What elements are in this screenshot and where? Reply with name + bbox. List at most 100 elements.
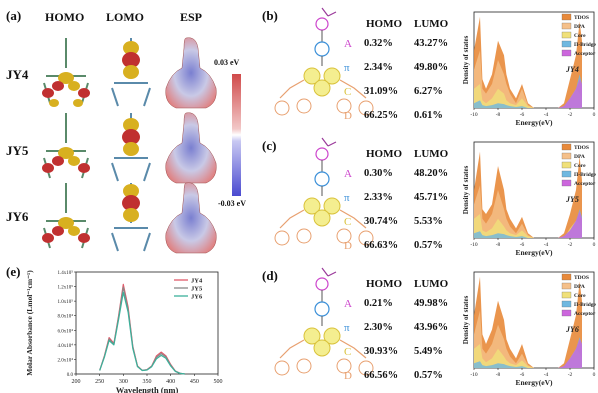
fragment-lumo-pct: 6.27% bbox=[414, 86, 443, 97]
legend-label: Π-Bridge bbox=[574, 172, 597, 178]
abs-x-label: Wavelength (nm) bbox=[116, 385, 179, 393]
legend-swatch bbox=[561, 13, 572, 21]
legend-label: DPA bbox=[574, 154, 585, 160]
fragment-letter: C bbox=[344, 216, 352, 228]
fragment-homo-pct: 66.25% bbox=[364, 110, 399, 121]
abs-y-label: Molar Absorbance (Lmol⁻¹cm⁻¹) bbox=[25, 270, 34, 376]
fragment-letter: π bbox=[344, 62, 350, 74]
legend-swatch bbox=[561, 22, 572, 30]
abs-series-jy4 bbox=[99, 283, 185, 375]
abs-x-tick-label: 200 bbox=[72, 379, 81, 385]
legend-label: DPA bbox=[574, 24, 585, 30]
fragment-letter: C bbox=[344, 346, 352, 358]
molecule-structure bbox=[274, 7, 374, 116]
abs-y-tick-label: 2.0x10⁴ bbox=[58, 357, 74, 363]
fragment-lumo-pct: 0.57% bbox=[414, 240, 443, 251]
legend-label: Core bbox=[574, 33, 586, 39]
legend-label: TDOS bbox=[574, 275, 589, 281]
colorbar-max-label: 0.03 eV bbox=[214, 58, 240, 67]
abs-y-tick-label: 4.0x10⁴ bbox=[58, 343, 74, 349]
fragment-lumo-pct: 43.96% bbox=[414, 322, 449, 333]
table-head-homo: HOMO bbox=[366, 18, 403, 30]
fragment-homo-pct: 30.74% bbox=[364, 216, 399, 227]
fragment-homo-pct: 66.63% bbox=[364, 240, 399, 251]
homo-molecule-jy6 bbox=[42, 183, 90, 249]
table-head-homo: HOMO bbox=[366, 148, 403, 160]
dos-x-tick-label: -2 bbox=[568, 112, 573, 118]
fragment-lumo-pct: 0.57% bbox=[414, 370, 443, 381]
fragment-letter: π bbox=[344, 192, 350, 204]
legend-swatch bbox=[561, 40, 572, 48]
dos-x-tick-label: -10 bbox=[470, 112, 478, 118]
esp-map-jy5 bbox=[165, 112, 217, 184]
abs-series-jy6 bbox=[99, 291, 185, 375]
col-head-homo: HOMO bbox=[45, 10, 85, 24]
dos-x-tick-label: 0 bbox=[593, 112, 596, 118]
fragment-homo-pct: 2.34% bbox=[364, 62, 393, 73]
abs-y-tick-label: 0.0 bbox=[67, 373, 74, 378]
row-label-jy4: JY4 bbox=[6, 67, 29, 82]
dos-x-tick-label: -8 bbox=[496, 242, 501, 248]
fragment-lumo-pct: 5.49% bbox=[414, 346, 443, 357]
dos-y-label: Density of states bbox=[462, 35, 470, 84]
dos-series-acceptor bbox=[474, 339, 582, 368]
dos-x-tick-label: -6 bbox=[520, 372, 525, 378]
fragment-homo-pct: 66.56% bbox=[364, 370, 399, 381]
fragment-lumo-pct: 5.53% bbox=[414, 216, 443, 227]
dos-x-tick-label: -8 bbox=[496, 372, 501, 378]
abs-x-tick-label: 250 bbox=[95, 379, 104, 385]
dos-panel-label: (d) bbox=[262, 268, 278, 283]
abs-y-tick-label: 6.0x10⁴ bbox=[58, 328, 74, 334]
table-head-lumo: LUMO bbox=[414, 278, 449, 290]
fragment-lumo-pct: 45.71% bbox=[414, 192, 449, 203]
abs-legend-label: JY5 bbox=[191, 286, 203, 293]
legend-label: Acceptor bbox=[574, 311, 596, 317]
dos-panel-0: (b) HOMO LUMO A 0.32% 43.27% π 2.34% 49.80% C 31.… bbox=[262, 2, 598, 130]
legend-label: Core bbox=[574, 163, 586, 169]
dos-y-label: Density of states bbox=[462, 165, 470, 214]
legend-label: DPA bbox=[574, 284, 585, 290]
homo-molecule-jy4 bbox=[42, 38, 90, 107]
dos-x-tick-label: 0 bbox=[593, 242, 596, 248]
fragment-letter: D bbox=[344, 110, 352, 122]
legend-swatch bbox=[561, 143, 572, 151]
legend-swatch bbox=[561, 170, 572, 178]
dos-series-core bbox=[474, 84, 582, 108]
legend-swatch bbox=[561, 300, 572, 308]
legend-swatch bbox=[561, 152, 572, 160]
abs-y-tick-label: 8.0x10⁴ bbox=[58, 314, 74, 320]
dos-panel-2: (d) HOMO LUMO A 0.21% 49.98% π 2.30% 43.96% C 30.… bbox=[262, 262, 598, 390]
fragment-letter: C bbox=[344, 86, 352, 98]
table-head-homo: HOMO bbox=[366, 278, 403, 290]
fragment-homo-pct: 0.32% bbox=[364, 38, 393, 49]
esp-map-jy6 bbox=[165, 182, 217, 254]
orbital-row-jy6 bbox=[42, 182, 217, 254]
dos-series-acceptor bbox=[474, 79, 582, 108]
dos-x-tick-label: -10 bbox=[470, 242, 478, 248]
dos-x-tick-label: -2 bbox=[568, 242, 573, 248]
lomo-molecule-jy6 bbox=[111, 183, 151, 252]
dos-series-core bbox=[474, 344, 582, 368]
fragment-homo-pct: 2.30% bbox=[364, 322, 393, 333]
dos-x-tick-label: -6 bbox=[520, 112, 525, 118]
legend-label: TDOS bbox=[574, 15, 589, 21]
dos-panel-label: (b) bbox=[262, 8, 278, 23]
legend-swatch bbox=[561, 273, 572, 281]
abs-series-jy5 bbox=[99, 286, 185, 375]
dos-x-tick-label: -10 bbox=[470, 372, 478, 378]
abs-x-tick-label: 450 bbox=[190, 379, 199, 385]
fragment-lumo-pct: 49.80% bbox=[414, 62, 449, 73]
legend-label: TDOS bbox=[574, 145, 589, 151]
absorbance-chart: 200 250 300 350 400 450 500 0.0 2.0x10⁴ 4.0x10⁴ 6.… bbox=[25, 270, 223, 393]
fragment-letter: π bbox=[344, 322, 350, 334]
dos-y-label: Density of states bbox=[462, 295, 470, 344]
fragment-homo-pct: 2.33% bbox=[364, 192, 393, 203]
abs-y-tick-label: 1.0x10⁵ bbox=[58, 299, 74, 305]
legend-swatch bbox=[561, 282, 572, 290]
legend-swatch bbox=[561, 179, 572, 187]
abs-y-tick-label: 1.2x10⁵ bbox=[58, 285, 74, 291]
legend-label: Acceptor bbox=[574, 51, 596, 57]
esp-map-jy4 bbox=[165, 37, 217, 109]
dos-panel-1: (c) HOMO LUMO A 0.30% 48.20% π 2.33% 45.71% C 30.… bbox=[262, 132, 598, 260]
abs-x-tick-label: 400 bbox=[166, 379, 175, 385]
